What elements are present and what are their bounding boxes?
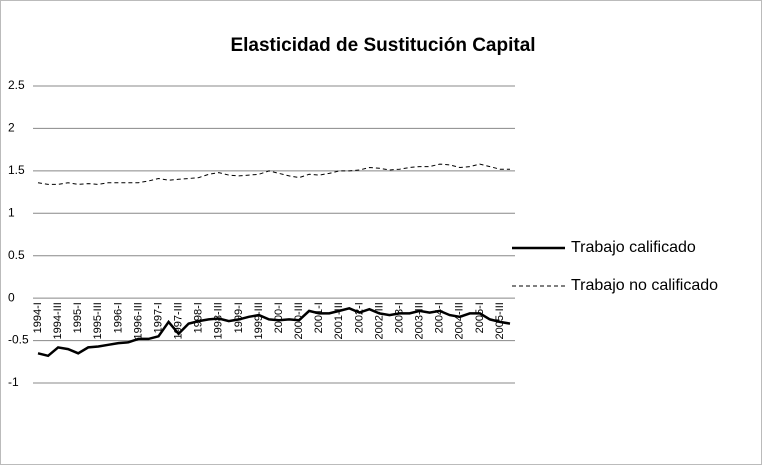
x-tick-label: 1994-III [52,302,64,339]
y-tick-label: -0.5 [8,333,29,347]
x-tick-label: 2002-I [353,302,365,333]
x-tick-label: 2004-III [454,302,466,339]
y-tick-label: 1.5 [8,163,25,177]
series-line [37,306,511,358]
x-tick-label: 1996-III [132,302,144,339]
x-tick-label: 1994-I [32,302,44,333]
x-tick-label: 1997-I [152,302,164,333]
x-tick-label: 1996-I [112,302,124,333]
chart-title: Elasticidad de Sustitución Capital [230,35,535,56]
x-tick-label: 2005-I [474,302,486,333]
x-tick-label: 1999-I [233,302,245,333]
x-tick-label: 1995-III [92,302,104,339]
series-line [37,163,510,185]
x-tick-label: 2001-III [333,302,345,339]
x-tick-label: 1999-III [253,302,265,339]
y-tick-label: 2 [8,121,15,135]
x-tick-label: 2003-III [414,302,426,339]
y-tick-label: 1 [8,205,15,219]
x-tick-label: 1998-III [213,302,225,339]
x-tick-label: 2003-I [393,302,405,333]
x-tick-label: 2000-I [273,302,285,333]
y-tick-label: 0.5 [8,248,25,262]
legend-label: Trabajo no calificado [571,277,718,294]
y-tick-label: -1 [8,375,19,389]
x-tick-label: 2001-I [313,302,325,333]
x-tick-label: 2002-III [373,302,385,339]
y-tick-label: 0 [8,290,15,304]
x-tick-label: 2004-I [434,302,446,333]
x-tick-label: 1998-I [193,302,205,333]
x-tick-label: 1995-I [72,302,84,333]
legend-label: Trabajo calificado [571,239,696,256]
y-tick-label: 2.5 [8,78,25,92]
